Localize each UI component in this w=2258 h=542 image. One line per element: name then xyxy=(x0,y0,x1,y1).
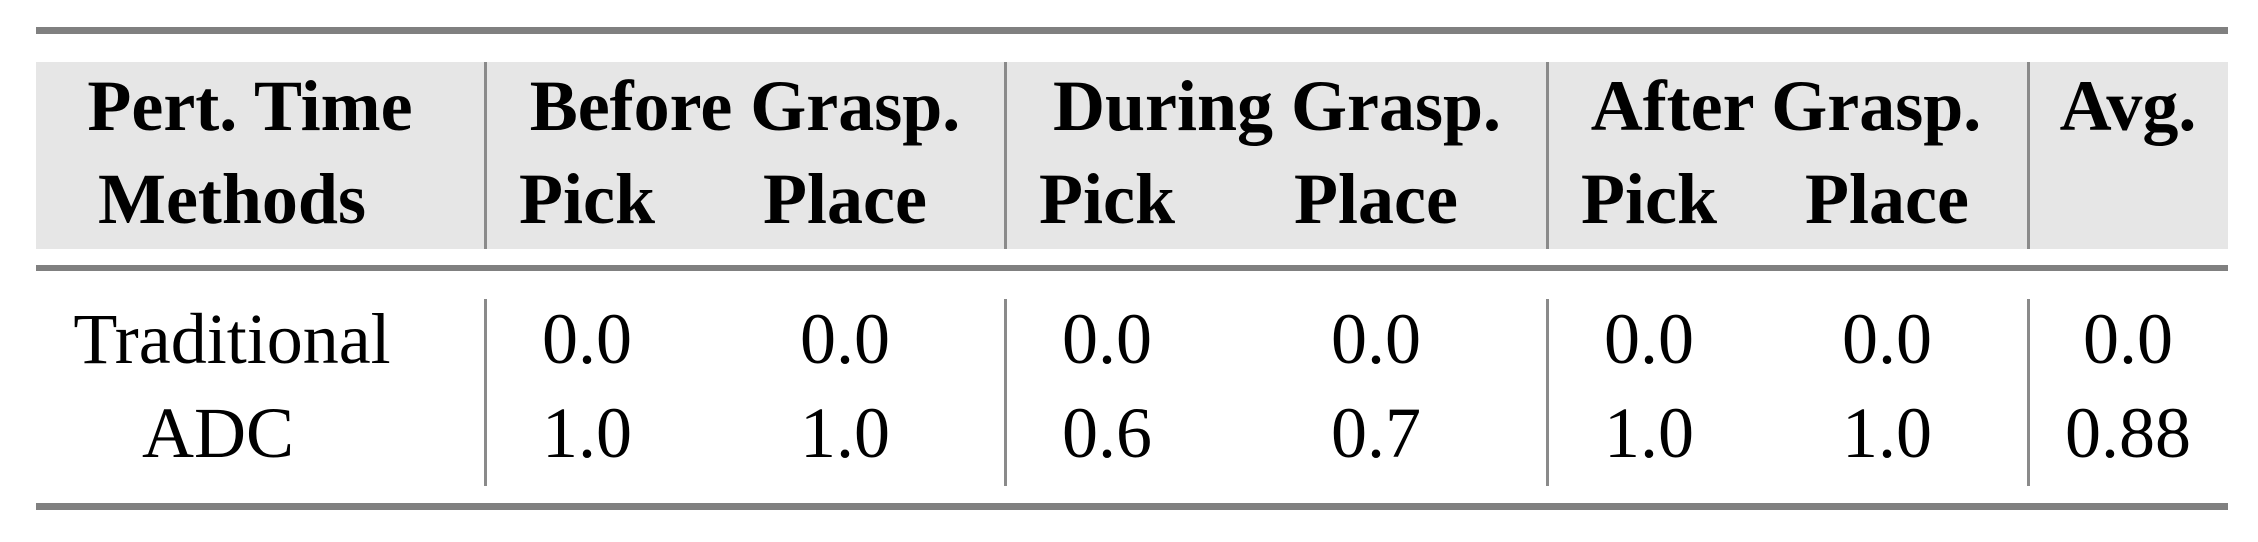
header-pick: Pick xyxy=(519,159,655,239)
column-divider xyxy=(2027,62,2030,249)
value-cell: 0.0 xyxy=(1062,299,1152,379)
header-place: Place xyxy=(1294,159,1458,239)
header-avg: Avg. xyxy=(2059,66,2197,146)
header-pert-time: Pert. Time xyxy=(87,66,413,146)
column-divider xyxy=(484,62,487,249)
value-cell: 0.88 xyxy=(2065,393,2191,473)
column-divider xyxy=(1004,299,1007,486)
bottom-rule xyxy=(36,503,2228,510)
column-divider xyxy=(1546,62,1549,249)
value-cell: 0.0 xyxy=(542,299,632,379)
value-cell: 1.0 xyxy=(542,393,632,473)
header-pick: Pick xyxy=(1039,159,1175,239)
column-divider xyxy=(2027,299,2030,486)
value-cell: 0.0 xyxy=(2083,299,2173,379)
column-divider xyxy=(1004,62,1007,249)
header-after-grasp: After Grasp. xyxy=(1590,66,1982,146)
header-before-grasp: Before Grasp. xyxy=(529,66,961,146)
value-cell: 0.7 xyxy=(1331,393,1421,473)
value-cell: 0.0 xyxy=(1842,299,1932,379)
method-cell: ADC xyxy=(141,393,295,473)
header-methods: Methods xyxy=(98,159,366,239)
mid-rule xyxy=(36,265,2228,271)
value-cell: 1.0 xyxy=(1604,393,1694,473)
column-divider xyxy=(1546,299,1549,486)
header-background xyxy=(36,62,2228,249)
value-cell: 0.0 xyxy=(1331,299,1421,379)
header-pick: Pick xyxy=(1581,159,1717,239)
value-cell: 0.0 xyxy=(800,299,890,379)
value-cell: 0.0 xyxy=(1604,299,1694,379)
value-cell: 1.0 xyxy=(1842,393,1932,473)
method-cell: Traditional xyxy=(73,299,391,379)
header-during-grasp: During Grasp. xyxy=(1052,66,1502,146)
column-divider xyxy=(484,299,487,486)
header-place: Place xyxy=(763,159,927,239)
value-cell: 0.6 xyxy=(1062,393,1152,473)
header-place: Place xyxy=(1805,159,1969,239)
value-cell: 1.0 xyxy=(800,393,890,473)
top-rule xyxy=(36,27,2228,34)
